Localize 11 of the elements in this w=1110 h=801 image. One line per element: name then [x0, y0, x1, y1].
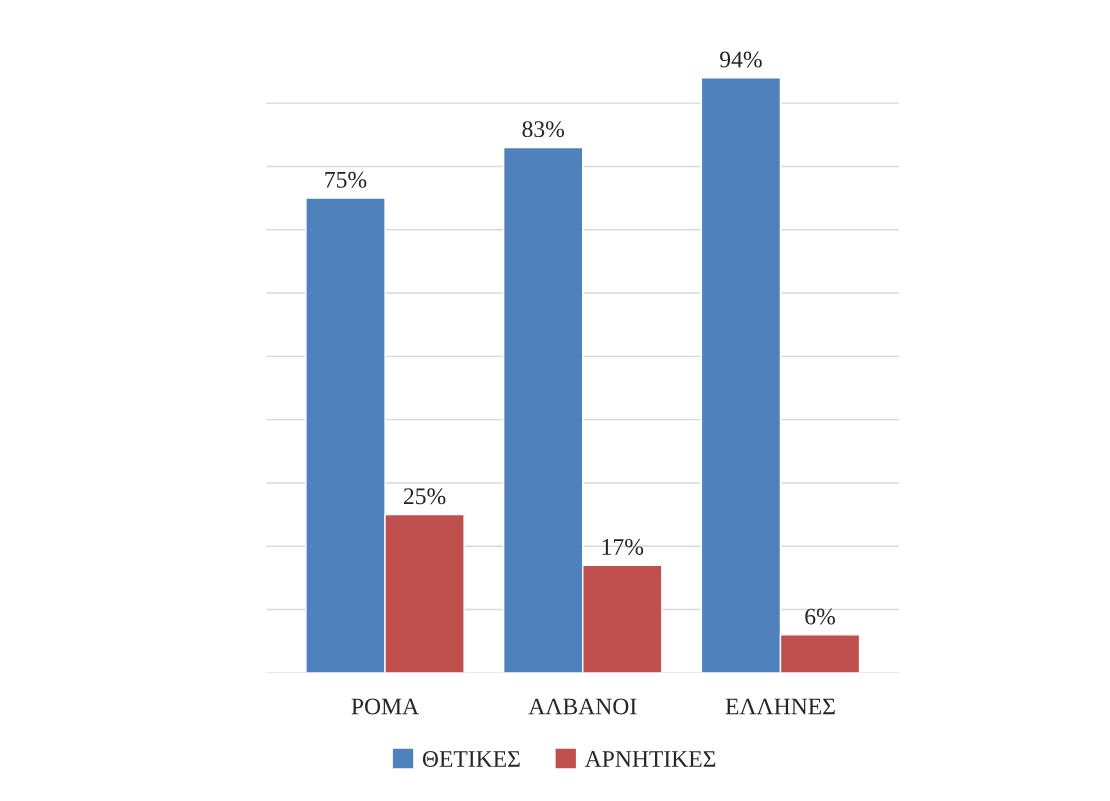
data-label: 94%	[720, 51, 762, 68]
data-label: 25%	[403, 488, 446, 505]
data-label: 83%	[522, 121, 565, 138]
legend-label: ΑΡΝΗΤΙΚΕΣ	[584, 751, 716, 767]
x-tick-label: ΡΟΜΑ	[351, 698, 419, 715]
legend-label: ΘΕΤΙΚΕΣ	[422, 751, 520, 767]
x-tick-label: ΕΛΛΗΝΕΣ	[725, 698, 835, 715]
data-label: 17%	[602, 538, 644, 555]
data-label: 6%	[805, 608, 835, 625]
data-label: 75%	[325, 171, 367, 188]
x-tick-label: ΑΛΒΑΝΟΙ	[528, 698, 637, 715]
